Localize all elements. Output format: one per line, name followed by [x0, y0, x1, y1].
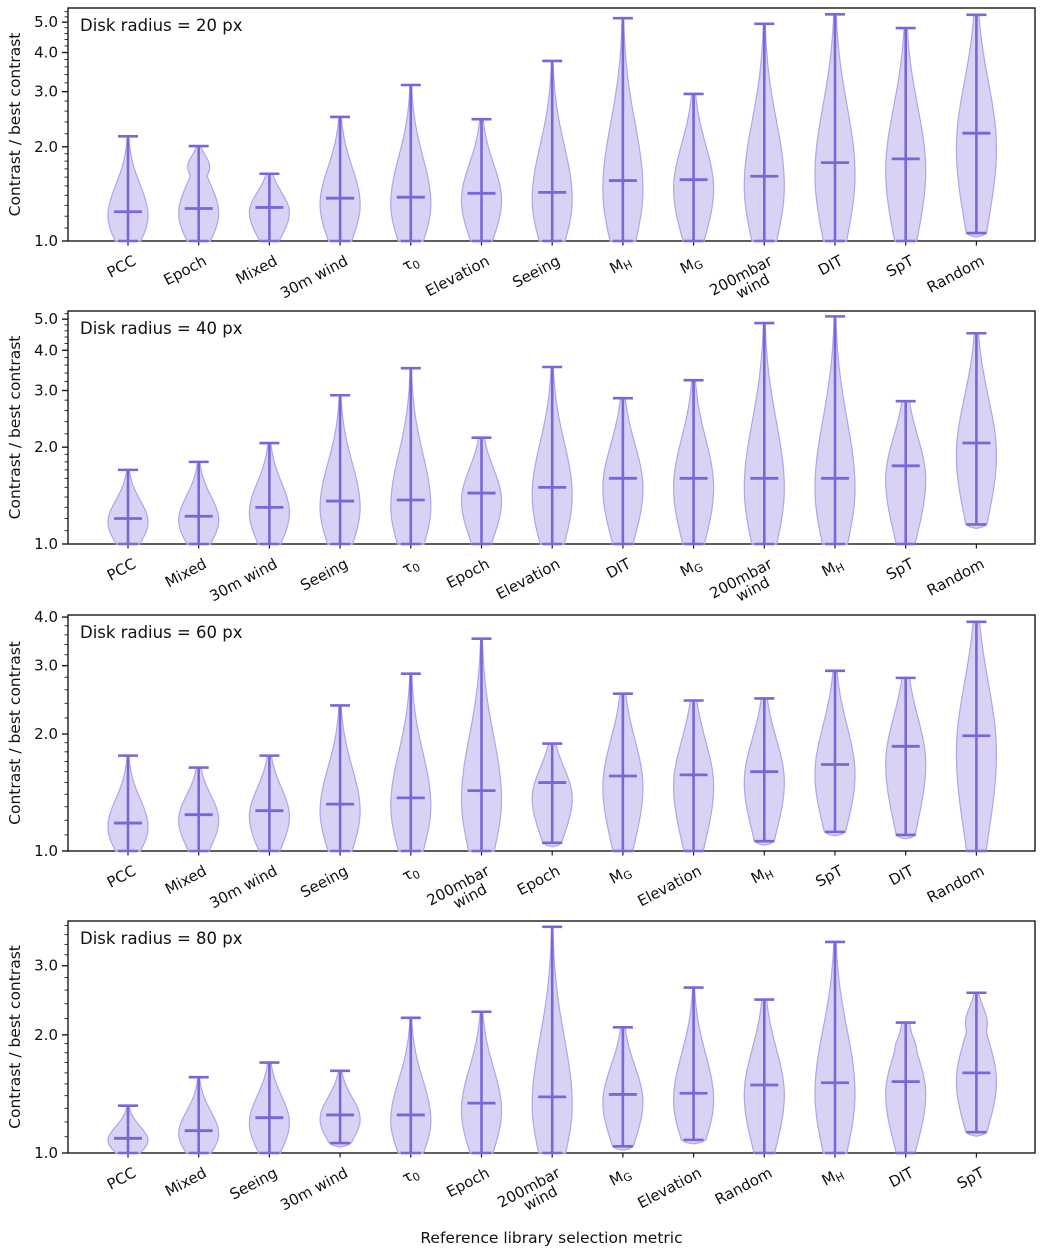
y-axis-label: Contrast / best contrast: [6, 945, 24, 1129]
y-tick-label: 4.0: [34, 44, 58, 62]
x-tick-label-elevation: Elevation: [493, 555, 563, 604]
violin-0: τ0: [390, 366, 432, 580]
x-tick-label-seeing: Seeing: [509, 252, 563, 292]
x-tick-label-mixed: Mixed: [162, 555, 210, 592]
y-axis-label: Contrast / best contrast: [6, 33, 24, 217]
violin-0: τ0: [390, 672, 432, 887]
x-tick-label-random: Random: [712, 1164, 775, 1209]
y-tick-label: 3.0: [34, 382, 58, 400]
x-tick-label-0: τ0: [399, 1164, 423, 1189]
x-tick-label-m-g: MG: [606, 1164, 634, 1192]
x-tick-label-m-h: MH: [748, 862, 776, 890]
x-tick-label-200mbar-wind: 200mbarwind: [494, 1163, 570, 1225]
x-tick-label-m-g: MG: [677, 555, 705, 583]
x-tick-label-200mbar-wind: 200mbarwind: [707, 554, 783, 616]
panel-title: Disk radius = 60 px: [80, 623, 243, 642]
x-tick-label-seeing: Seeing: [297, 555, 351, 595]
x-tick-label-elevation: Elevation: [634, 1164, 704, 1213]
y-tick-label: 5.0: [34, 13, 58, 31]
violin-200mbar-wind: 200mbarwind: [424, 637, 503, 923]
x-tick-label-epoch: Epoch: [443, 555, 492, 592]
x-tick-label-dit: DIT: [815, 251, 846, 279]
violin-spt: SpT: [883, 399, 927, 584]
y-axis-label: Contrast / best contrast: [6, 641, 24, 825]
x-tick-label-30m-wind: 30m wind: [277, 1164, 351, 1215]
y-tick-label: 1.0: [34, 842, 58, 860]
x-tick-label-m-h: MH: [607, 252, 635, 280]
violin-dit: DIT: [814, 12, 856, 279]
x-tick-label-spt: SpT: [954, 1163, 988, 1193]
x-tick-label-elevation: Elevation: [634, 862, 704, 911]
x-tick-label-30m-wind: 30m wind: [207, 555, 281, 606]
y-tick-label: 2.0: [34, 438, 58, 456]
violin-m-g: MG: [673, 92, 715, 280]
x-tick-label-random: Random: [924, 555, 987, 600]
x-tick-label-0: τ0: [399, 252, 423, 277]
x-tick-label-m-h: MH: [819, 1164, 847, 1192]
x-tick-label-spt: SpT: [813, 861, 847, 891]
x-tick-label-pcc: PCC: [104, 555, 139, 585]
x-tick-label-spt: SpT: [883, 554, 917, 584]
x-tick-label-mixed: Mixed: [162, 1164, 210, 1201]
x-tick-label-dit: DIT: [886, 861, 917, 889]
x-tick-label-random: Random: [924, 252, 987, 297]
x-tick-label-200mbar-wind: 200mbarwind: [707, 251, 783, 313]
violin-dit: DIT: [885, 1021, 927, 1191]
y-axis-label: Contrast / best contrast: [6, 336, 24, 520]
y-tick-label: 4.0: [34, 608, 58, 626]
x-tick-label-mixed: Mixed: [233, 252, 281, 289]
x-tick-label-pcc: PCC: [104, 1164, 139, 1194]
y-tick-label: 3.0: [34, 657, 58, 675]
x-tick-label-mixed: Mixed: [162, 862, 210, 899]
violin-0: τ0: [390, 1016, 432, 1189]
panel-title: Disk radius = 20 px: [80, 16, 243, 35]
x-axis-label: Reference library selection metric: [420, 1229, 682, 1247]
panel-title: Disk radius = 40 px: [80, 319, 243, 338]
x-tick-label-30m-wind: 30m wind: [277, 252, 351, 303]
x-tick-label-30m-wind: 30m wind: [207, 862, 281, 913]
x-tick-label-seeing: Seeing: [227, 1164, 281, 1204]
x-tick-label-random: Random: [924, 862, 987, 907]
x-tick-label-dit: DIT: [886, 1163, 917, 1191]
y-tick-label: 1.0: [34, 232, 58, 250]
violin-m-h: MH: [602, 16, 644, 280]
x-tick-label-m-h: MH: [819, 555, 847, 583]
x-tick-label-dit: DIT: [603, 554, 634, 582]
x-tick-label-epoch: Epoch: [161, 252, 210, 289]
y-tick-label: 4.0: [34, 341, 58, 359]
panel-title: Disk radius = 80 px: [80, 929, 243, 948]
violin-m-h: MH: [743, 697, 785, 890]
x-tick-label-0: τ0: [399, 555, 423, 580]
y-tick-label: 3.0: [34, 83, 58, 101]
x-tick-label-seeing: Seeing: [297, 862, 351, 902]
x-tick-label-epoch: Epoch: [514, 862, 563, 899]
x-tick-label-pcc: PCC: [104, 252, 139, 282]
x-tick-label-elevation: Elevation: [422, 252, 492, 301]
violin-m-h: MH: [814, 315, 856, 583]
x-tick-label-0: τ0: [399, 862, 423, 887]
x-tick-label-spt: SpT: [883, 251, 917, 281]
violin-m-h: MH: [814, 940, 856, 1192]
y-tick-label: 3.0: [34, 957, 58, 975]
violin-m-g: MG: [673, 378, 715, 583]
y-tick-label: 5.0: [34, 310, 58, 328]
x-tick-label-m-g: MG: [677, 252, 705, 280]
x-tick-label-epoch: Epoch: [443, 1164, 492, 1201]
violin-m-g: MG: [602, 1026, 644, 1192]
y-tick-label: 1.0: [34, 535, 58, 553]
violin-m-g: MG: [602, 692, 644, 890]
y-tick-label: 2.0: [34, 725, 58, 743]
x-tick-label-m-g: MG: [606, 862, 634, 890]
x-tick-label-pcc: PCC: [104, 862, 139, 892]
y-tick-label: 1.0: [34, 1144, 58, 1162]
x-tick-label-200mbar-wind: 200mbarwind: [424, 861, 500, 923]
y-tick-label: 2.0: [34, 1026, 58, 1044]
y-tick-label: 2.0: [34, 138, 58, 156]
